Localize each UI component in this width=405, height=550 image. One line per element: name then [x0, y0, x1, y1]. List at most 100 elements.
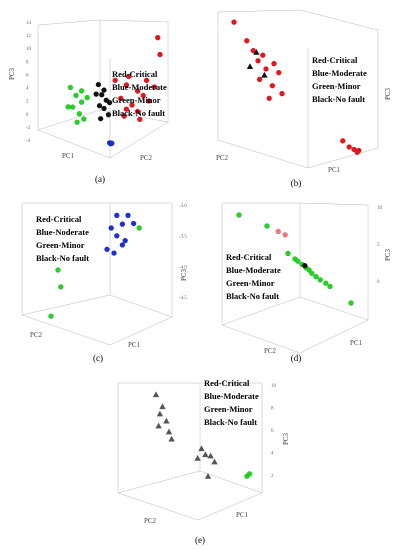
legend-moderate: Blue-Noderate — [36, 227, 89, 237]
data-point — [313, 273, 319, 280]
data-point — [327, 283, 333, 290]
legend-moderate: Blue-Moderate — [226, 265, 281, 275]
legend-minor: Green-Minor — [204, 404, 253, 414]
data-point — [255, 58, 261, 64]
data-point — [348, 300, 354, 306]
panel-b-box — [217, 9, 379, 169]
data-point — [323, 280, 329, 286]
panel-a-box — [37, 19, 169, 159]
panel-c-label: (c) — [93, 353, 103, 363]
data-point — [123, 106, 130, 112]
data-point — [67, 84, 74, 91]
data-point — [93, 91, 99, 97]
data-point — [340, 138, 346, 144]
data-point — [114, 233, 120, 239]
legend-minor: Green-Minor — [226, 278, 275, 288]
data-point — [112, 77, 118, 84]
z-tick-label: -3.0 — [179, 204, 187, 209]
data-point — [168, 435, 175, 442]
data-point — [136, 225, 142, 231]
legend-minor: Green-Minor — [312, 81, 361, 91]
data-point — [163, 417, 170, 424]
data-point — [125, 212, 131, 219]
data-point — [246, 63, 254, 70]
panel-a-legend: Red-Critical Blue-Moderate Green-Minor B… — [112, 68, 167, 120]
data-point — [231, 19, 237, 25]
data-point — [58, 284, 64, 290]
panel-a-label: (a) — [95, 174, 105, 184]
panel-c: -3.0 -3.5 -4.0 -4.5 PC3 PC1 PC2 Red-Critica… — [0, 185, 200, 375]
data-point — [266, 95, 272, 102]
panel-c-z-ticks: -3.0 -3.5 -4.0 -4.5 — [179, 204, 187, 301]
data-point — [143, 77, 150, 84]
data-point — [96, 102, 103, 109]
data-point — [99, 91, 105, 98]
panel-b-x-axis-title: PC1 — [328, 166, 341, 174]
data-point — [260, 52, 266, 58]
legend-critical: Red-Critical — [312, 55, 358, 65]
z-tick-label: 5 — [377, 243, 380, 248]
data-point — [97, 115, 104, 122]
data-point — [95, 81, 102, 88]
panel-d-x-axis-title: PC1 — [350, 339, 363, 347]
data-point — [84, 94, 90, 101]
data-point — [109, 140, 115, 146]
data-point — [157, 51, 163, 58]
legend-moderate: Blue-Moderate — [204, 391, 259, 401]
data-point — [111, 250, 117, 256]
panel-a-z-ticks: 14 12 10 8 6 4 2 0 -2 -4 — [26, 21, 32, 144]
data-point — [302, 262, 308, 269]
data-point — [78, 88, 85, 94]
legend-critical: Red-Critical — [204, 378, 250, 388]
legend-moderate: Blue-Moderate — [312, 68, 367, 78]
legend-no-fault: Black-No fault — [204, 417, 258, 427]
data-point — [123, 82, 130, 88]
panel-a: 14 12 10 8 6 4 2 0 -2 -4 PC3 PC1 PC2 Red-Critical… — [0, 0, 200, 185]
data-point — [78, 99, 85, 105]
data-point — [253, 48, 260, 55]
legend-no-fault: Black-No fault — [312, 94, 366, 104]
legend-no-fault: Black-No fault — [226, 291, 280, 301]
data-point — [244, 37, 250, 44]
data-point — [282, 232, 288, 238]
data-point — [246, 471, 253, 477]
z-tick-label: 10 — [377, 206, 383, 211]
z-tick-label: -2 — [26, 126, 31, 131]
data-point — [108, 225, 114, 231]
panel-b-label: (b) — [290, 178, 302, 188]
panel-e-y-axis-title: PC2 — [144, 517, 157, 525]
panel-c-plot: -3.0 -3.5 -4.0 -4.5 PC3 PC1 PC2 — [21, 202, 188, 349]
data-point — [211, 458, 218, 465]
legend-minor: Green-Minor — [36, 240, 85, 250]
data-point — [285, 250, 291, 257]
legend-critical: Red-Critical — [226, 252, 272, 262]
data-point — [155, 34, 161, 41]
data-point — [104, 246, 110, 253]
data-point — [101, 87, 107, 93]
z-tick-label: -4.0 — [179, 265, 187, 270]
data-point — [261, 71, 268, 78]
panel-d: 10 5 0 PC3 PC1 PC2 Red-Critical Blue-Moder… — [200, 185, 405, 375]
panel-b-legend: Red-Critical Blue-Moderate Green-Minor B… — [312, 54, 367, 106]
panel-b-y-axis-title: PC2 — [216, 154, 229, 162]
legend-critical: Red-Critical — [112, 69, 158, 79]
panel-d-plot: 10 5 0 PC3 PC1 PC2 — [221, 202, 392, 355]
data-point — [204, 473, 212, 479]
panel-e-label: (e) — [195, 535, 205, 545]
legend-no-fault: Black-No fault — [112, 108, 166, 118]
data-point — [125, 73, 132, 80]
panel-d-label: (d) — [290, 353, 302, 363]
legend-no-fault: Black-No fault — [36, 253, 90, 263]
data-point — [140, 92, 146, 99]
z-tick-label: 0 — [377, 280, 380, 285]
data-point — [317, 277, 323, 283]
data-point — [121, 113, 127, 119]
data-point — [119, 242, 126, 248]
panel-c-legend: Red-Critical Blue-Noderate Green-Minor B… — [36, 213, 89, 265]
panel-d-box — [221, 202, 369, 354]
data-point — [106, 99, 113, 106]
legend-minor: Green-Minor — [112, 95, 161, 105]
data-point — [354, 149, 360, 156]
data-point — [122, 237, 128, 244]
data-point — [295, 258, 301, 264]
